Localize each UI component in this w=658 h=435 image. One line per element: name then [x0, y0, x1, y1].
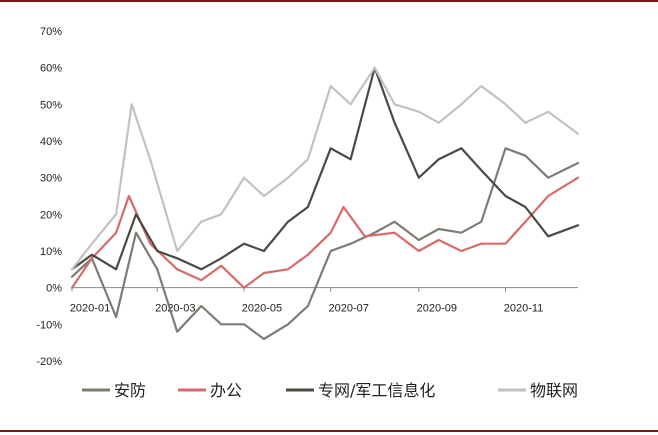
y-tick-label: 30%: [40, 173, 62, 185]
y-tick-label: -10%: [36, 319, 62, 331]
series-line: [70, 147, 580, 341]
x-tick-label: 2020-11: [504, 303, 544, 315]
legend-label: 物联网: [530, 381, 578, 400]
legend-label: 办公: [210, 381, 242, 400]
y-tick-label: 10%: [40, 246, 62, 258]
y-tick-label: 70%: [40, 26, 62, 38]
y-tick-label: 40%: [40, 136, 62, 148]
y-tick-label: 60%: [40, 63, 62, 75]
legend: 安防 办公 专网/军工信息化 物联网: [82, 381, 578, 400]
legend-label: 专网/军工信息化: [318, 381, 435, 400]
y-tick-label: -20%: [36, 356, 62, 368]
y-axis: 70% 60% 50% 40% 30% 20% 10% 0% -10% -20%: [36, 26, 62, 368]
x-axis: 2020-01 2020-03 2020-05 2020-07 2020-09 2020-…: [70, 287, 578, 315]
x-tick-label: 2020-07: [328, 303, 368, 315]
x-tick-label: 2020-05: [242, 303, 282, 315]
y-tick-label: 50%: [40, 99, 62, 111]
x-tick-label: 2020-03: [155, 303, 195, 315]
x-tick-label: 2020-01: [70, 303, 110, 315]
series-line: [70, 66, 580, 271]
series-line: [70, 176, 580, 289]
legend-label: 安防: [114, 381, 146, 400]
series-line: [70, 66, 580, 271]
plot-area: [70, 66, 580, 341]
y-tick-label: 0%: [46, 283, 62, 295]
x-tick-label: 2020-09: [417, 303, 457, 315]
y-tick-label: 20%: [40, 209, 62, 221]
